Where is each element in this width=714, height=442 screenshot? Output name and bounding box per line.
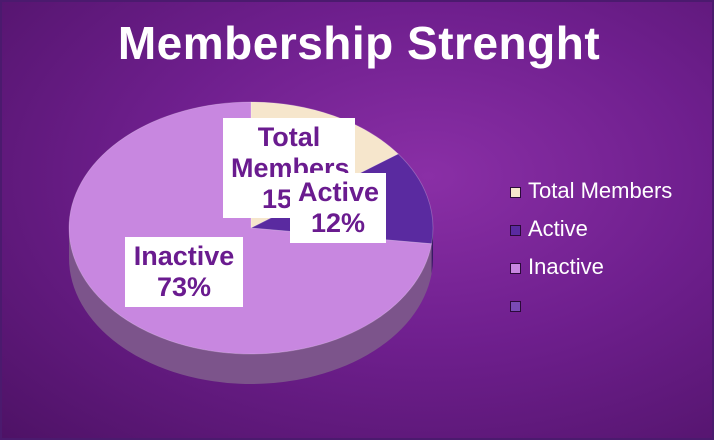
- data-label-active-name: Active: [298, 177, 380, 207]
- data-label-active: Active 12%: [290, 173, 386, 243]
- legend-swatch-inactive: [510, 263, 521, 274]
- pie-side-1: [431, 228, 433, 274]
- legend-swatch-active: [510, 225, 521, 236]
- legend-label-inactive: Inactive: [528, 254, 604, 279]
- data-label-active-pct: 12%: [310, 208, 366, 239]
- legend-label-active: Active: [528, 216, 588, 241]
- pie-side-2: [69, 228, 432, 385]
- legend-swatch-total-members: [510, 187, 521, 198]
- data-label-inactive-name: Inactive: [133, 241, 235, 271]
- legend-swatch-unnamed: [510, 301, 521, 312]
- chart-title: Membership Strenght: [117, 17, 601, 69]
- legend-label-total-members: Total Members: [528, 178, 673, 203]
- data-label-inactive: Inactive 73%: [125, 237, 243, 307]
- data-label-inactive-pct: 73%: [156, 272, 212, 303]
- data-label-total-members-name: Total Members: [231, 122, 350, 184]
